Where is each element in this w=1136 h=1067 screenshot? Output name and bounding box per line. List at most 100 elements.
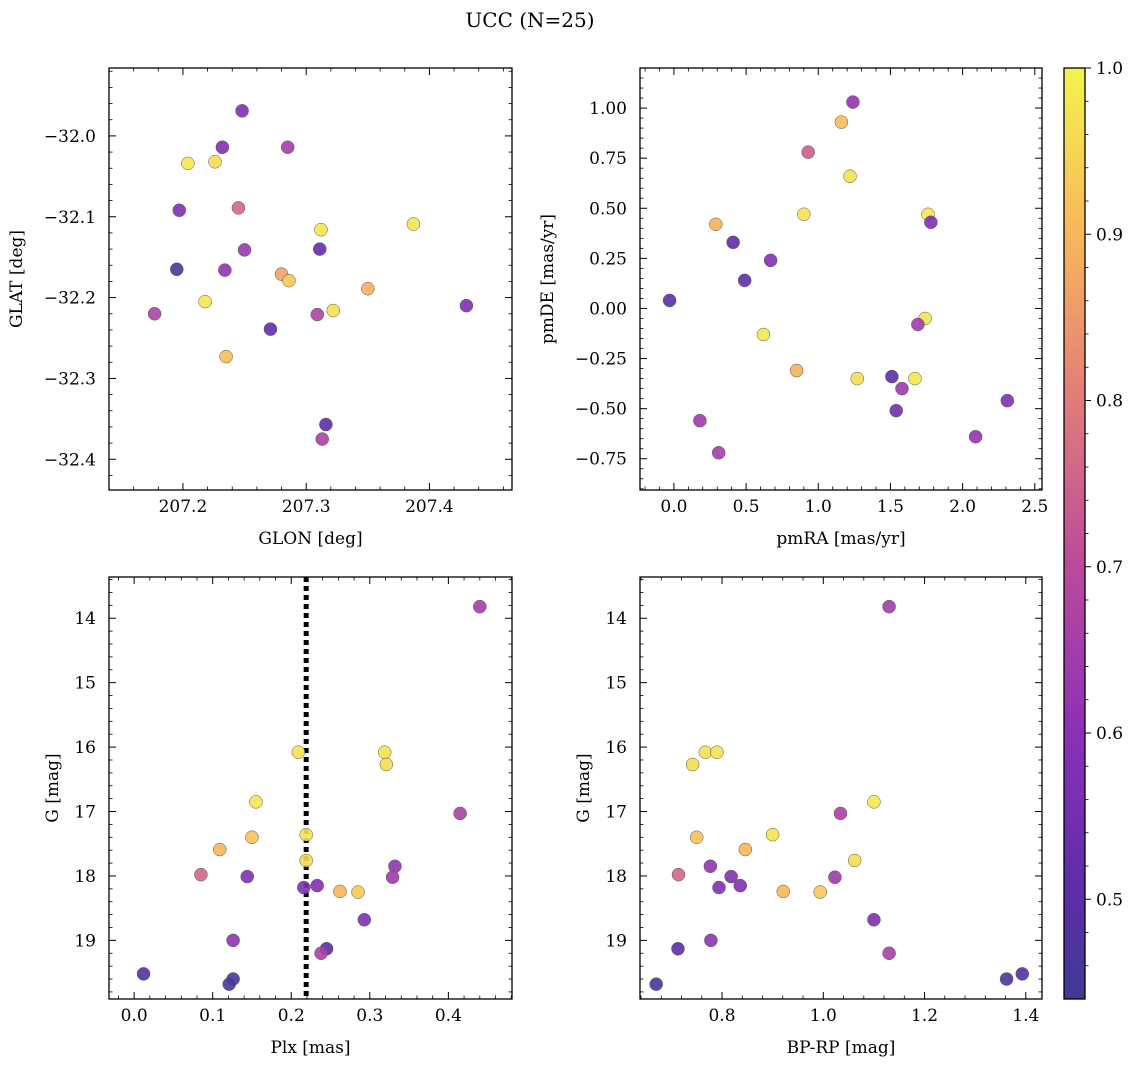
y-tick-label: −32.3 [44,369,96,389]
data-point [671,941,685,956]
y-tick-label: 14 [605,609,627,629]
data-point [314,946,328,961]
data-point [867,913,881,927]
y-tick-label: −32.2 [44,289,96,309]
data-point [377,745,392,759]
data-point [388,859,402,874]
data-point [797,207,811,222]
data-point [226,933,240,948]
data-point [240,869,255,884]
data-point [685,757,700,772]
data-point [801,145,815,159]
data-point [709,217,723,232]
data-point [924,215,938,230]
x-tick-label: 0.1 [199,1006,226,1026]
data-point [999,972,1014,986]
data-point [763,253,778,268]
data-point [726,235,740,250]
x-tick-label: 2.5 [1021,497,1048,517]
data-point [235,104,249,118]
y-tick-label: 14 [74,609,96,629]
y-tick-label: −32.0 [44,127,96,147]
data-point [222,977,236,991]
x-tick-label: 1.0 [810,1006,837,1026]
data-point [843,169,857,183]
data-point [711,445,726,460]
panel-plx-g: 0.0 0.1 0.2 0.3 0.4 14 15 16 17 18 19 Plx [mas] G [m… [43,576,513,1058]
x-tick-label: 0.0 [660,497,687,517]
data-point [280,140,295,154]
data-point [738,842,753,857]
data-point [310,878,324,893]
y-axis-label: G [mag] [43,753,63,822]
colorbar-gradient [1064,68,1085,999]
x-tick-label: 0.2 [278,1006,305,1026]
data-point [885,369,899,384]
data-point [789,363,804,378]
data-point [319,417,333,432]
data-point [882,599,896,614]
x-tick-label: 1.4 [1012,1006,1039,1026]
data-point [136,967,151,981]
data-point [733,878,747,893]
data-point [1015,967,1030,981]
data-point [703,859,718,874]
data-point [282,273,296,288]
data-point [968,429,983,444]
x-axis-label: pmRA [mas/yr] [776,529,905,549]
y-tick-label: −32.4 [44,450,96,470]
data-point [231,201,246,215]
panel-pmra-pmde: 0.0 0.5 1.0 1.5 2.0 2.5 1.00 0.75 0.50 0.25 0.00 −0… [538,67,1048,549]
colorbar-tick-label: 0.9 [1096,225,1123,245]
data-point [361,281,375,296]
y-axis-label: pmDE [mas/yr] [538,214,558,344]
data-point [911,317,925,332]
axes-frame [639,67,1043,491]
data-point [299,853,313,868]
data-point [297,880,311,895]
data-point [194,867,208,882]
x-tick-label: 1.5 [877,497,904,517]
data-point [698,745,713,759]
x-tick-label: 0.3 [356,1006,383,1026]
data-point [249,795,263,809]
data-point [245,830,259,845]
data-point [379,757,394,772]
data-point [693,413,707,428]
data-point [828,870,842,884]
data-point [219,349,233,364]
data-point [850,371,864,386]
data-point [756,327,771,342]
x-tick-label: 0.8 [708,1006,735,1026]
y-tick-label: 18 [74,867,96,887]
x-tick-label: 207.2 [159,497,208,517]
data-point [833,806,848,821]
data-point [351,885,365,899]
data-point [889,403,903,418]
data-point [357,913,372,927]
axes-frame [108,67,513,491]
x-axis-label: Plx [mas] [270,1038,350,1058]
data-point [310,307,325,322]
data-point [333,884,347,899]
data-point [847,853,862,868]
colorbar: 0.5 0.6 0.7 0.8 0.9 1.0 [1063,59,1123,1000]
y-tick-label: 0.00 [589,299,627,319]
y-tick-label: 19 [74,931,96,951]
data-point [895,381,909,396]
data-point [813,885,827,899]
x-tick-label: 0.4 [435,1006,462,1026]
data-point [385,870,400,884]
colorbar-tick-label: 0.7 [1096,558,1123,578]
data-point [172,203,186,218]
data-point [765,827,780,842]
y-tick-label: 1.00 [589,99,627,119]
data-point [453,806,467,821]
data-point [712,880,726,895]
data-point [459,298,474,313]
axes-frame [108,576,513,1000]
data-point [315,432,329,446]
data-point [237,243,252,257]
y-tick-label: 19 [605,931,627,951]
